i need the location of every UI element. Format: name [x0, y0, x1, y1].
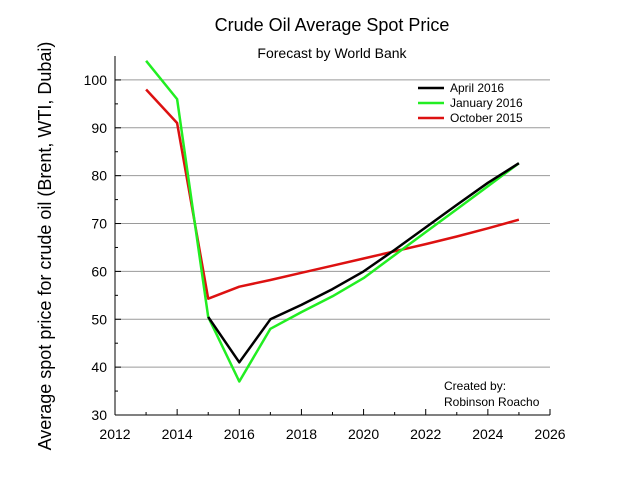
x-tick-label-2016: 2016 — [224, 426, 255, 442]
series-line-april-2016 — [207, 162, 520, 364]
credit-line-2: Robinson Roacho — [444, 395, 540, 409]
x-tick-label-2012: 2012 — [99, 426, 130, 442]
series-line-october-2015 — [145, 88, 520, 300]
y-tick-label-100: 100 — [84, 72, 108, 88]
data-series — [145, 60, 520, 383]
y-tick-label-40: 40 — [91, 359, 107, 375]
y-tick-label-90: 90 — [91, 120, 107, 136]
x-tick-label-2024: 2024 — [472, 426, 503, 442]
credit-line-1: Created by: — [444, 379, 506, 393]
legend-label-april-2016: April 2016 — [450, 81, 504, 95]
legend-label-october-2015: October 2015 — [450, 111, 523, 125]
chart-title: Crude Oil Average Spot Price — [215, 15, 450, 35]
y-tick-label-50: 50 — [91, 311, 107, 327]
y-tick-label-80: 80 — [91, 168, 107, 184]
y-axis-label: Average spot price for crude oil (Brent,… — [35, 42, 55, 451]
legend-label-january-2016: January 2016 — [450, 96, 523, 110]
x-tick-label-2020: 2020 — [348, 426, 379, 442]
y-tick-label-60: 60 — [91, 263, 107, 279]
y-tick-label-30: 30 — [91, 407, 107, 423]
x-tick-label-2014: 2014 — [162, 426, 193, 442]
x-tick-label-2022: 2022 — [410, 426, 441, 442]
x-tick-label-2018: 2018 — [286, 426, 317, 442]
credit-annotation: Created by: Robinson Roacho — [444, 379, 540, 409]
chart-subtitle: Forecast by World Bank — [257, 45, 407, 61]
axes: 30 40 50 60 70 80 90 100 2012 2014 2016 2018 2020 202… — [84, 56, 566, 442]
y-tick-label-70: 70 — [91, 216, 107, 232]
x-tick-label-2026: 2026 — [534, 426, 565, 442]
